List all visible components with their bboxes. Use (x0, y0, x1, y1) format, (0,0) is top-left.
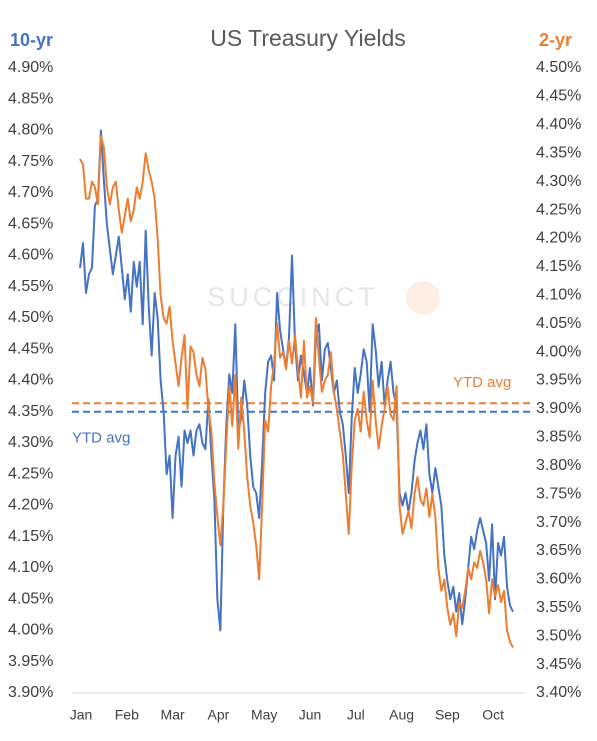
x-tick-label: Jun (299, 707, 322, 723)
y2-tick-label: 4.25% (536, 201, 581, 218)
y2-tick-label: 3.75% (536, 485, 581, 502)
x-tick-label: Aug (389, 707, 414, 723)
y-tick-label: 4.65% (8, 215, 53, 232)
y2-tick-label: 4.20% (536, 230, 581, 247)
y-tick-label: 3.90% (8, 684, 53, 701)
y-tick-label: 4.05% (8, 590, 53, 607)
y2-tick-label: 3.40% (536, 684, 581, 701)
ytd-avg-label: YTD avg (453, 374, 511, 391)
y-axis-title: 10-yr (10, 30, 53, 50)
y-tick-label: 3.95% (8, 653, 53, 670)
y2-axis-title: 2-yr (539, 30, 572, 50)
y-tick-label: 4.70% (8, 184, 53, 201)
y2-tick-label: 3.50% (536, 627, 581, 644)
y-tick-label: 4.35% (8, 403, 53, 420)
y-tick-label: 4.30% (8, 434, 53, 451)
y-tick-label: 4.55% (8, 278, 53, 295)
y2-tick-label: 4.15% (536, 258, 581, 275)
y-tick-label: 4.80% (8, 122, 53, 139)
y-tick-label: 4.40% (8, 372, 53, 389)
y2-tick-label: 3.95% (536, 372, 581, 389)
y-tick-label: 4.90% (8, 59, 53, 76)
y2-tick-label: 3.45% (536, 656, 581, 673)
y-tick-label: 4.85% (8, 90, 53, 107)
x-tick-label: Sep (435, 707, 460, 723)
y2-tick-label: 4.45% (536, 88, 581, 105)
x-tick-label: Oct (482, 707, 504, 723)
y2-tick-label: 4.30% (536, 173, 581, 190)
y-tick-label: 4.00% (8, 622, 53, 639)
y-tick-label: 4.15% (8, 528, 53, 545)
x-tick-label: Jan (70, 707, 93, 723)
y-tick-label: 4.50% (8, 309, 53, 326)
y2-tick-label: 4.35% (536, 144, 581, 161)
y2-tick-label: 4.10% (536, 286, 581, 303)
y2-tick-label: 3.65% (536, 542, 581, 559)
y-tick-label: 4.10% (8, 559, 53, 576)
y-tick-label: 4.75% (8, 153, 53, 170)
x-tick-label: Jul (347, 707, 365, 723)
y2-tick-label: 4.50% (536, 59, 581, 76)
y2-tick-label: 4.00% (536, 343, 581, 360)
line-series (79, 135, 514, 649)
y2-tick-label: 3.90% (536, 400, 581, 417)
x-tick-label: Mar (161, 707, 185, 723)
watermark-logo (406, 281, 440, 315)
x-tick-label: May (251, 707, 277, 723)
chart-title: US Treasury Yields (210, 25, 406, 51)
y2-tick-label: 3.80% (536, 457, 581, 474)
ytd-avg-label: YTD avg (72, 430, 130, 447)
x-tick-label: Feb (115, 707, 139, 723)
x-tick-label: Apr (208, 707, 230, 723)
y2-tick-label: 3.70% (536, 514, 581, 531)
y-tick-label: 4.45% (8, 340, 53, 357)
y-tick-label: 4.20% (8, 497, 53, 514)
y2-tick-label: 3.60% (536, 571, 581, 588)
y2-tick-label: 3.55% (536, 599, 581, 616)
y-tick-label: 4.60% (8, 247, 53, 264)
y2-tick-label: 3.85% (536, 429, 581, 446)
y-tick-label: 4.25% (8, 465, 53, 482)
y2-tick-label: 4.40% (536, 116, 581, 133)
y2-tick-label: 4.05% (536, 315, 581, 332)
